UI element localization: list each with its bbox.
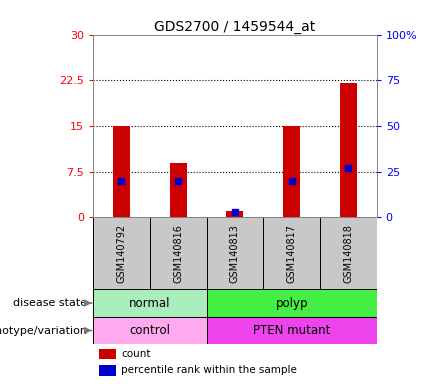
Bar: [93, 217, 150, 290]
Text: disease state: disease state: [13, 298, 87, 308]
Text: genotype/variation: genotype/variation: [0, 326, 87, 336]
Bar: [93, 317, 207, 344]
Bar: [207, 217, 263, 290]
Text: PTEN mutant: PTEN mutant: [253, 324, 330, 337]
Bar: [113, 126, 130, 217]
Bar: [93, 290, 207, 317]
Bar: [263, 217, 320, 290]
Bar: [99, 349, 116, 359]
Bar: [207, 290, 377, 317]
Point: [232, 209, 239, 215]
Point: [118, 178, 125, 184]
Point: [345, 165, 352, 171]
Text: count: count: [121, 349, 151, 359]
Text: percentile rank within the sample: percentile rank within the sample: [121, 366, 297, 376]
Title: GDS2700 / 1459544_at: GDS2700 / 1459544_at: [154, 20, 316, 33]
Bar: [99, 365, 116, 376]
Text: GSM140816: GSM140816: [173, 224, 183, 283]
Bar: [170, 162, 187, 217]
Bar: [207, 317, 377, 344]
Text: GSM140818: GSM140818: [343, 224, 353, 283]
Text: GSM140813: GSM140813: [230, 224, 240, 283]
Bar: [226, 211, 243, 217]
Point: [288, 178, 295, 184]
Point: [175, 178, 182, 184]
Text: GSM140817: GSM140817: [287, 224, 297, 283]
Bar: [150, 217, 207, 290]
Text: normal: normal: [129, 296, 171, 310]
Text: GSM140792: GSM140792: [116, 224, 126, 283]
Text: control: control: [129, 324, 170, 337]
Bar: [340, 83, 357, 217]
Text: polyp: polyp: [275, 296, 308, 310]
Bar: [283, 126, 300, 217]
Bar: [320, 217, 377, 290]
